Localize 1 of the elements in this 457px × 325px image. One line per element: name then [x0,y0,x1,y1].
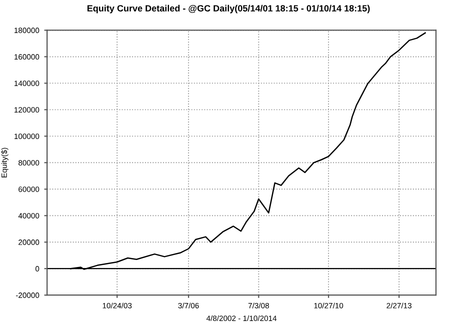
chart-title: Equity Curve Detailed - @GC Daily(05/14/01 18:15 - 01/10/14 18:15) [87,4,370,14]
